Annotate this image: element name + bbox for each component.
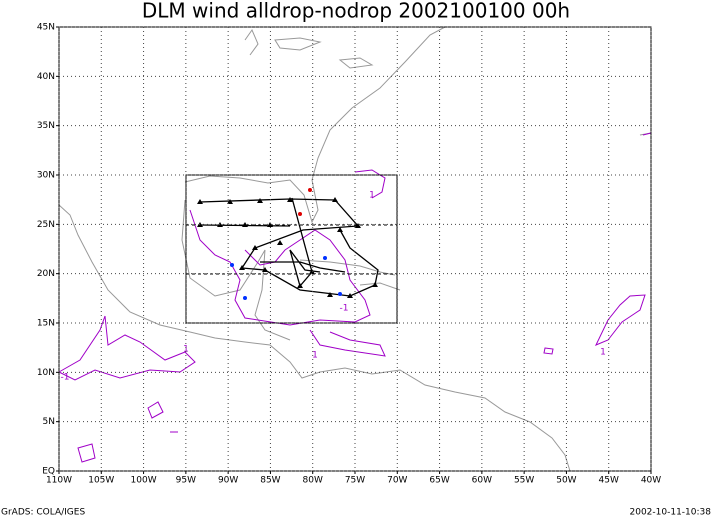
x-tick-label: 40W <box>641 476 661 486</box>
x-tick-label: 45W <box>599 476 619 486</box>
contour-label: 1 <box>312 351 318 361</box>
y-tick-label: 20N <box>37 269 55 279</box>
plot-frame <box>58 26 652 472</box>
x-tick-label: 95W <box>176 476 196 486</box>
y-tick-label: 45N <box>37 23 55 33</box>
x-tick-label: 75W <box>345 476 365 486</box>
coastlines <box>58 26 652 472</box>
contour-labels: -1 1 1 -1 1 1 <box>61 191 606 383</box>
contour-label: -1 <box>61 373 70 383</box>
flight-tracks <box>197 188 379 300</box>
contours <box>58 132 652 463</box>
y-tick-label: 35N <box>37 121 55 131</box>
y-tick-label: 30N <box>37 171 55 181</box>
x-tick-label: 110W <box>46 476 72 486</box>
y-tick-label: 5N <box>43 417 55 427</box>
footer-right: 2002-10-11-10:38 <box>630 508 712 518</box>
x-tick-label: 60W <box>472 476 492 486</box>
contour-label: 1 <box>183 345 189 355</box>
y-tick-label: EQ <box>42 467 55 477</box>
x-tick-label: 65W <box>429 476 449 486</box>
x-tick-label: 105W <box>88 476 114 486</box>
x-tick-label: 90W <box>218 476 238 486</box>
contour-label: 1 <box>369 191 375 201</box>
x-tick-label: 50W <box>556 476 576 486</box>
x-tick-label: 55W <box>514 476 534 486</box>
y-tick-label: 10N <box>37 368 55 378</box>
y-tick-label: 15N <box>37 319 55 329</box>
footer-left: GrADS: COLA/IGES <box>1 508 85 518</box>
contour-label: 1 <box>600 348 606 358</box>
x-tick-label: 70W <box>387 476 407 486</box>
x-tick-label: 85W <box>260 476 280 486</box>
contour-label: -1 <box>340 304 349 314</box>
y-tick-label: 40N <box>37 72 55 82</box>
y-tick-label: 25N <box>37 220 55 230</box>
map-title: DLM wind alldrop-nodrop 2002100100 00h <box>142 0 570 23</box>
x-tick-label: 100W <box>131 476 157 486</box>
x-tick-label: 80W <box>303 476 323 486</box>
